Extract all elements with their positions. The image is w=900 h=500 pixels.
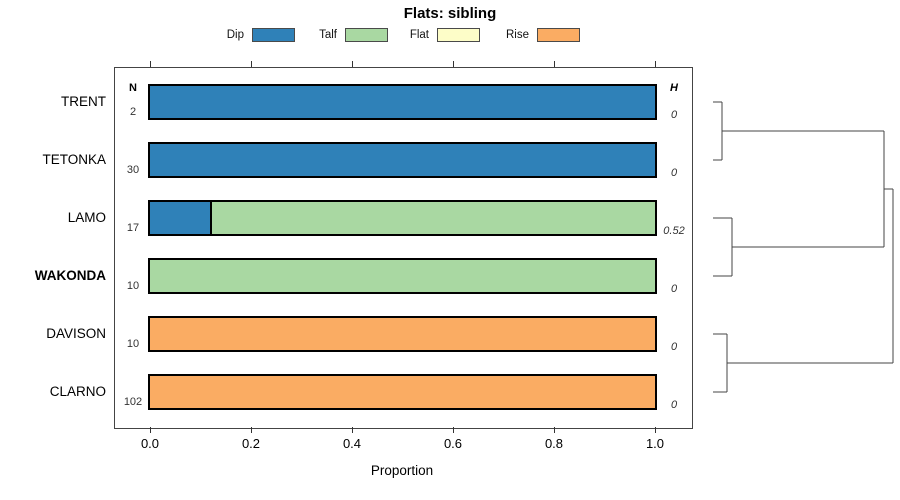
n-value: 17	[126, 222, 140, 234]
x-tick-top	[453, 61, 454, 67]
y-axis-label-trent: TRENT	[61, 94, 106, 109]
y-axis-label-clarno: CLARNO	[49, 384, 106, 399]
n-value: 30	[126, 164, 140, 176]
n-value: 2	[129, 106, 137, 118]
bar-davison	[148, 316, 657, 352]
h-value: 0	[670, 167, 678, 179]
legend-label: Rise	[505, 28, 529, 41]
y-axis-label-wakonda: WAKONDA	[34, 268, 106, 283]
legend-label: Flat	[409, 28, 429, 41]
legend-item-flat: Flat	[389, 27, 480, 42]
x-tick-top	[150, 61, 151, 67]
x-tick-top	[352, 61, 353, 67]
h-value: 0	[670, 399, 678, 411]
bar-clarno	[148, 374, 657, 410]
n-value: 102	[123, 396, 143, 408]
y-axis-label-davison: DAVISON	[46, 326, 106, 341]
bar-segment-talf	[209, 202, 655, 234]
plot-area	[114, 67, 693, 429]
legend-label: Dip	[226, 28, 244, 41]
x-tick-top	[554, 61, 555, 67]
y-axis-label-tetonka: TETONKA	[42, 152, 106, 167]
x-tick-bottom	[453, 427, 454, 433]
bar-segment-dip	[150, 86, 655, 118]
x-tick-bottom	[150, 427, 151, 433]
chart-title: Flats: sibling	[403, 5, 497, 22]
bar-lamo	[148, 200, 657, 236]
x-tick-label: 0.6	[443, 436, 463, 451]
x-axis-title: Proportion	[370, 463, 434, 478]
h-column-header: H	[670, 82, 678, 94]
h-value: 0	[670, 283, 678, 295]
bar-segment-dip	[150, 202, 210, 234]
legend-label: Talf	[319, 28, 337, 41]
x-tick-label: 0.2	[241, 436, 261, 451]
legend-swatch-flat	[437, 27, 480, 42]
n-column-header: N	[129, 82, 137, 94]
x-tick-bottom	[251, 427, 252, 433]
bar-segment-dip	[150, 144, 655, 176]
x-tick-label: 0.8	[544, 436, 564, 451]
h-value: 0	[670, 341, 678, 353]
legend-item-dip: Dip	[204, 27, 295, 42]
x-tick-top	[655, 61, 656, 67]
x-tick-label: 0.4	[342, 436, 362, 451]
legend-swatch-talf	[345, 27, 388, 42]
x-tick-label: 1.0	[645, 436, 665, 451]
x-tick-top	[251, 61, 252, 67]
bar-segment-talf	[150, 260, 655, 292]
h-value: 0	[670, 109, 678, 121]
x-tick-bottom	[655, 427, 656, 433]
x-tick-label: 0.0	[140, 436, 160, 451]
legend-item-rise: Rise	[489, 27, 580, 42]
bar-segment-rise	[150, 318, 655, 350]
bar-segment-rise	[150, 376, 655, 408]
y-axis-label-lamo: LAMO	[67, 210, 106, 225]
legend-swatch-dip	[252, 27, 295, 42]
h-value: 0.52	[663, 225, 685, 237]
x-tick-bottom	[352, 427, 353, 433]
legend-item-talf: Talf	[297, 27, 388, 42]
bar-wakonda	[148, 258, 657, 294]
legend-swatch-rise	[537, 27, 580, 42]
bar-tetonka	[148, 142, 657, 178]
n-value: 10	[126, 338, 140, 350]
bar-trent	[148, 84, 657, 120]
n-value: 10	[126, 280, 140, 292]
x-tick-bottom	[554, 427, 555, 433]
